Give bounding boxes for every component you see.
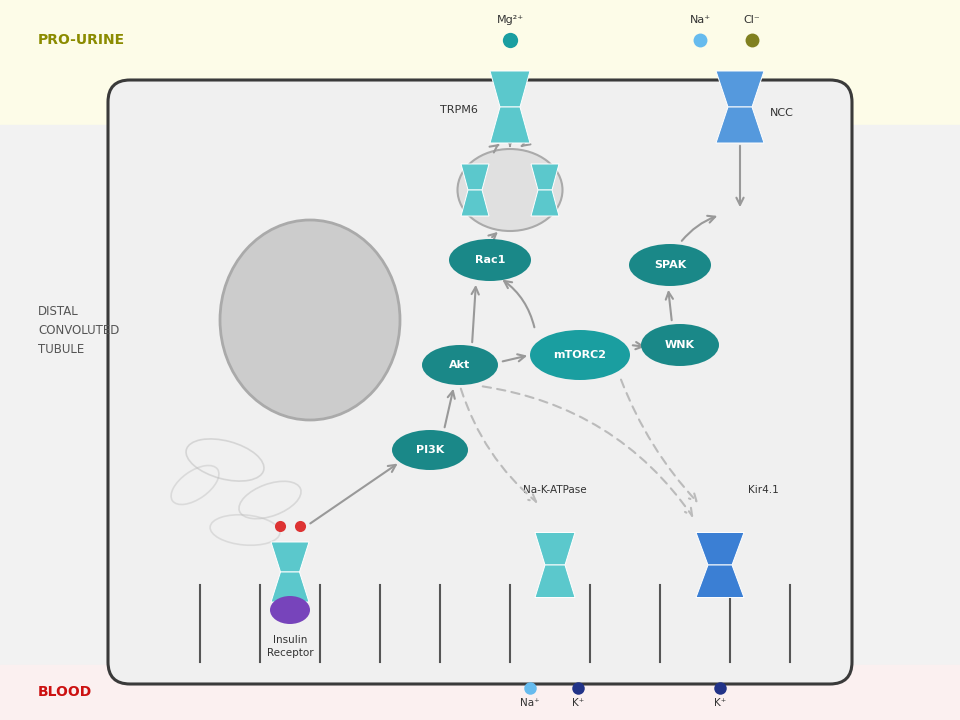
Polygon shape	[716, 71, 764, 107]
Polygon shape	[535, 533, 575, 565]
Ellipse shape	[629, 244, 711, 286]
Text: Na⁺: Na⁺	[689, 15, 710, 25]
Text: BLOOD: BLOOD	[38, 685, 92, 699]
Text: K⁺: K⁺	[572, 698, 584, 708]
Text: PRO-URINE: PRO-URINE	[38, 33, 125, 47]
Polygon shape	[531, 190, 559, 216]
Polygon shape	[490, 71, 530, 107]
Text: Na-K-ATPase: Na-K-ATPase	[523, 485, 587, 495]
Polygon shape	[271, 542, 309, 572]
Ellipse shape	[458, 149, 563, 231]
FancyArrowPatch shape	[461, 389, 536, 502]
FancyArrowPatch shape	[483, 387, 692, 516]
Polygon shape	[490, 107, 530, 143]
FancyArrowPatch shape	[471, 287, 479, 342]
Ellipse shape	[641, 324, 719, 366]
FancyArrowPatch shape	[444, 391, 455, 427]
Polygon shape	[696, 565, 744, 598]
Text: Kir4.1: Kir4.1	[748, 485, 779, 495]
Text: Na⁺: Na⁺	[520, 698, 540, 708]
Text: Rac1: Rac1	[475, 255, 505, 265]
Polygon shape	[696, 533, 744, 565]
Polygon shape	[716, 107, 764, 143]
FancyArrowPatch shape	[310, 465, 396, 523]
FancyArrowPatch shape	[504, 281, 535, 328]
Ellipse shape	[270, 596, 310, 624]
Bar	[0, 0, 960, 130]
Ellipse shape	[449, 239, 531, 281]
Polygon shape	[271, 572, 309, 602]
Bar	[0, 125, 960, 665]
Text: Cl⁻: Cl⁻	[744, 15, 760, 25]
FancyArrowPatch shape	[666, 292, 673, 320]
Polygon shape	[461, 164, 489, 190]
Text: DISTAL
CONVOLUTED
TUBULE: DISTAL CONVOLUTED TUBULE	[38, 305, 119, 356]
Text: mTORC2: mTORC2	[554, 350, 607, 360]
FancyArrowPatch shape	[736, 145, 744, 205]
Polygon shape	[461, 190, 489, 216]
Ellipse shape	[392, 430, 468, 470]
FancyArrowPatch shape	[682, 216, 715, 241]
FancyArrowPatch shape	[506, 138, 514, 146]
FancyArrowPatch shape	[521, 138, 531, 146]
Text: TRPM6: TRPM6	[440, 105, 478, 115]
Text: Akt: Akt	[449, 360, 470, 370]
Bar	[0, 665, 960, 720]
FancyArrowPatch shape	[633, 342, 643, 349]
Ellipse shape	[220, 220, 400, 420]
Text: NCC: NCC	[770, 108, 794, 118]
Ellipse shape	[422, 345, 498, 385]
FancyArrowPatch shape	[489, 233, 496, 241]
FancyBboxPatch shape	[108, 80, 852, 684]
Text: Insulin
Receptor: Insulin Receptor	[267, 635, 313, 658]
Text: SPAK: SPAK	[654, 260, 686, 270]
Text: PI3K: PI3K	[416, 445, 444, 455]
Polygon shape	[531, 164, 559, 190]
Text: WNK: WNK	[665, 340, 695, 350]
FancyArrowPatch shape	[503, 354, 525, 361]
FancyArrowPatch shape	[490, 145, 498, 153]
Polygon shape	[535, 565, 575, 598]
Text: Mg²⁺: Mg²⁺	[496, 15, 523, 25]
FancyArrowPatch shape	[621, 379, 697, 501]
Ellipse shape	[530, 330, 630, 380]
Text: K⁺: K⁺	[714, 698, 726, 708]
